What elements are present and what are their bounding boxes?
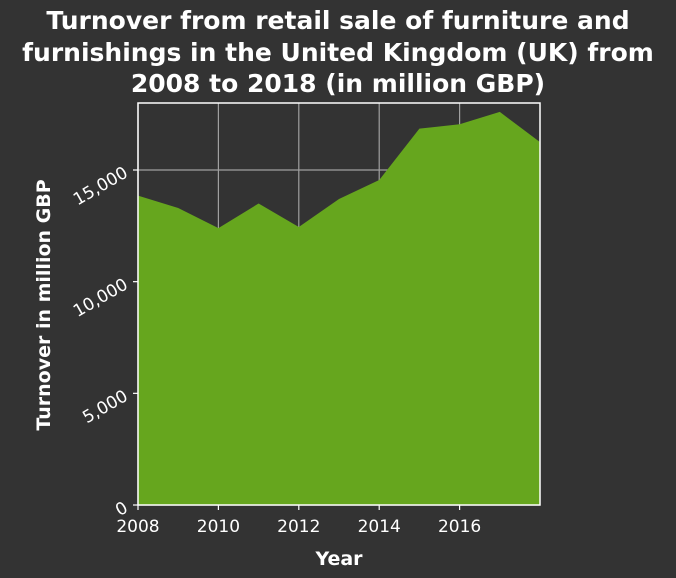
chart-title-line-1: Turnover from retail sale of furniture a… <box>46 6 629 35</box>
x-axis: 2008 2010 2012 2014 2016 <box>116 505 481 537</box>
area-series <box>138 111 540 505</box>
x-axis-title: Year <box>314 548 363 570</box>
y-tick-label-2: 10,000 <box>70 275 132 322</box>
x-tick-label-0: 2008 <box>116 517 159 537</box>
x-tick-label-4: 2016 <box>438 517 481 537</box>
chart-title-line-2: furnishings in the United Kingdom (UK) f… <box>22 38 654 67</box>
y-axis-title: Turnover in million GBP <box>33 179 55 430</box>
y-tick-label-3: 15,000 <box>70 163 132 210</box>
x-tick-label-2: 2012 <box>277 517 320 537</box>
x-tick-label-3: 2014 <box>358 517 401 537</box>
chart-title-line-3: 2008 to 2018 (in million GBP) <box>131 69 545 98</box>
y-tick-label-1: 5,000 <box>79 386 131 428</box>
x-tick-label-1: 2010 <box>197 517 240 537</box>
plot-border <box>137 102 541 506</box>
